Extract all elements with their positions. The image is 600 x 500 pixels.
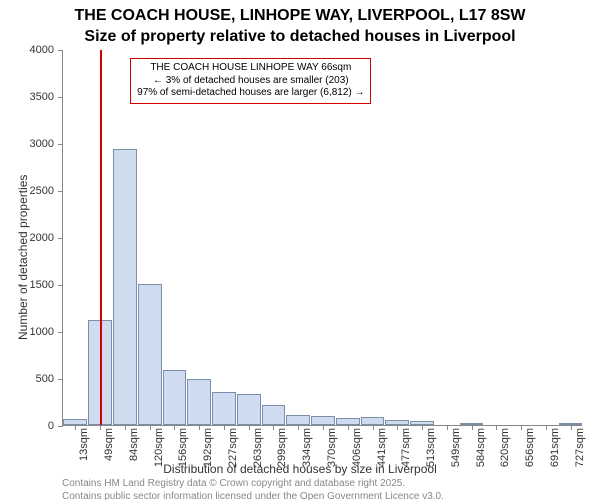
histogram-bar <box>311 416 335 425</box>
x-tick-label: 370sqm <box>326 428 338 468</box>
y-tick-mark <box>58 285 63 286</box>
x-tick-label: 441sqm <box>376 428 388 468</box>
histogram-bar <box>163 370 187 425</box>
histogram-bar <box>138 284 162 425</box>
y-axis-label: Number of detached properties <box>16 175 30 340</box>
chart-title: THE COACH HOUSE, LINHOPE WAY, LIVERPOOL,… <box>0 0 600 48</box>
y-tick-label: 2000 <box>0 232 54 244</box>
y-tick-mark <box>58 97 63 98</box>
x-tick-label: 192sqm <box>202 428 214 468</box>
x-tick-label: 477sqm <box>400 428 412 468</box>
histogram-bar <box>336 418 360 425</box>
callout-line-3: 97% of semi-detached houses are larger (… <box>137 87 364 100</box>
plot-area: THE COACH HOUSE LINHOPE WAY 66sqm← 3% of… <box>62 50 582 426</box>
x-tick-mark <box>100 425 101 430</box>
histogram-bar <box>187 379 211 425</box>
y-tick-mark <box>58 50 63 51</box>
callout-line-1: THE COACH HOUSE LINHOPE WAY 66sqm <box>137 62 364 75</box>
y-tick-label: 3500 <box>0 91 54 103</box>
x-tick-mark <box>472 425 473 430</box>
x-tick-label: 299sqm <box>276 428 288 468</box>
x-tick-mark <box>174 425 175 430</box>
marker-callout: THE COACH HOUSE LINHOPE WAY 66sqm← 3% of… <box>130 58 371 104</box>
y-tick-label: 3000 <box>0 138 54 150</box>
x-tick-mark <box>125 425 126 430</box>
y-tick-label: 2500 <box>0 185 54 197</box>
y-tick-label: 1500 <box>0 279 54 291</box>
x-tick-mark <box>546 425 547 430</box>
x-tick-mark <box>150 425 151 430</box>
histogram-bar <box>237 394 261 425</box>
x-tick-mark <box>397 425 398 430</box>
x-tick-label: 406sqm <box>351 428 363 468</box>
x-tick-mark <box>447 425 448 430</box>
histogram-bar <box>212 392 236 425</box>
x-tick-mark <box>323 425 324 430</box>
histogram-bar <box>113 149 137 425</box>
y-tick-label: 4000 <box>0 44 54 56</box>
x-tick-label: 334sqm <box>301 428 313 468</box>
x-tick-mark <box>75 425 76 430</box>
x-tick-mark <box>348 425 349 430</box>
x-tick-label: 13sqm <box>78 428 90 468</box>
y-tick-mark <box>58 379 63 380</box>
x-tick-mark <box>249 425 250 430</box>
x-tick-mark <box>298 425 299 430</box>
x-tick-label: 263sqm <box>252 428 264 468</box>
attribution: Contains HM Land Registry data © Crown c… <box>62 478 444 500</box>
x-tick-label: 227sqm <box>227 428 239 468</box>
histogram-bar <box>262 405 286 425</box>
title-line-1: THE COACH HOUSE, LINHOPE WAY, LIVERPOOL,… <box>0 6 600 27</box>
histogram-bar <box>286 415 310 425</box>
y-tick-label: 500 <box>0 373 54 385</box>
x-tick-label: 513sqm <box>425 428 437 468</box>
x-tick-label: 120sqm <box>153 428 165 468</box>
x-tick-mark <box>373 425 374 430</box>
x-tick-label: 620sqm <box>499 428 511 468</box>
x-tick-label: 549sqm <box>450 428 462 468</box>
x-tick-label: 49sqm <box>103 428 115 468</box>
attribution-line-1: Contains HM Land Registry data © Crown c… <box>62 478 444 491</box>
attribution-line-2: Contains public sector information licen… <box>62 491 444 500</box>
x-tick-mark <box>521 425 522 430</box>
x-tick-mark <box>422 425 423 430</box>
y-tick-label: 1000 <box>0 326 54 338</box>
y-tick-label: 0 <box>0 420 54 432</box>
x-tick-mark <box>224 425 225 430</box>
y-tick-mark <box>58 144 63 145</box>
x-tick-mark <box>273 425 274 430</box>
y-tick-mark <box>58 426 63 427</box>
x-tick-mark <box>496 425 497 430</box>
x-tick-mark <box>199 425 200 430</box>
x-tick-label: 84sqm <box>128 428 140 468</box>
x-tick-label: 727sqm <box>574 428 586 468</box>
x-tick-label: 156sqm <box>177 428 189 468</box>
y-tick-mark <box>58 332 63 333</box>
x-tick-label: 691sqm <box>549 428 561 468</box>
plot-wrap: THE COACH HOUSE LINHOPE WAY 66sqm← 3% of… <box>62 50 582 426</box>
marker-line <box>100 50 102 425</box>
callout-line-2: ← 3% of detached houses are smaller (203… <box>137 75 364 88</box>
y-tick-mark <box>58 238 63 239</box>
title-line-2: Size of property relative to detached ho… <box>0 27 600 48</box>
x-tick-label: 584sqm <box>475 428 487 468</box>
x-tick-mark <box>571 425 572 430</box>
x-tick-label: 656sqm <box>524 428 536 468</box>
chart-container: THE COACH HOUSE, LINHOPE WAY, LIVERPOOL,… <box>0 0 600 500</box>
y-tick-mark <box>58 191 63 192</box>
histogram-bar <box>361 417 385 425</box>
